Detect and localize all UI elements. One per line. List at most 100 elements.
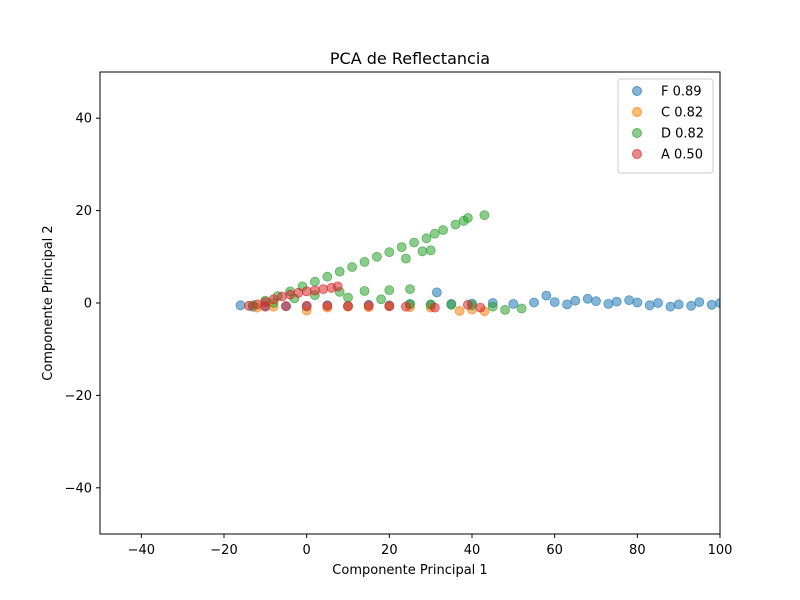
legend-label: D 0.82	[661, 127, 704, 142]
x-tick-label: −40	[128, 543, 155, 558]
data-point	[281, 301, 291, 312]
legend-marker	[632, 107, 642, 117]
x-tick-label: 100	[708, 543, 733, 558]
y-tick-label: 40	[75, 112, 92, 127]
data-point	[343, 301, 353, 312]
data-point	[293, 287, 304, 298]
data-point	[715, 298, 720, 308]
data-point	[409, 237, 420, 248]
legend: F 0.89 C 0.82 D 0.82 A 0.50	[617, 78, 714, 174]
data-point	[384, 301, 395, 312]
legend-marker	[632, 86, 642, 96]
data-point	[475, 302, 486, 313]
data-point	[462, 213, 473, 223]
legend-label: C 0.82	[661, 106, 703, 121]
data-point	[405, 284, 415, 295]
data-point	[322, 271, 333, 282]
data-point	[400, 301, 411, 312]
data-point	[549, 297, 560, 308]
data-point	[603, 298, 614, 309]
data-point	[529, 297, 539, 308]
legend-label: A 0.50	[661, 148, 703, 163]
data-point	[479, 210, 490, 221]
data-point	[396, 242, 407, 253]
y-tick-label: 20	[75, 204, 92, 219]
data-point	[694, 297, 705, 308]
x-tick-label: 60	[546, 543, 563, 558]
y-axis-label: Componente Principal 2	[41, 225, 56, 380]
legend-marker	[632, 149, 642, 159]
data-point	[400, 253, 411, 264]
data-point	[582, 293, 593, 304]
data-point	[318, 284, 329, 295]
data-point	[706, 299, 717, 310]
data-point	[653, 298, 663, 308]
data-point	[446, 299, 457, 310]
data-point	[487, 301, 498, 312]
data-point	[425, 245, 436, 256]
data-point	[309, 276, 320, 287]
data-point	[431, 287, 442, 298]
data-point	[235, 300, 246, 311]
ticks-layer: −40 −20 0 20 40 60 80 100 −40 −20 0 20 40	[65, 112, 733, 558]
data-point	[462, 299, 473, 310]
data-point	[644, 300, 655, 311]
data-point	[376, 294, 387, 305]
y-tick-label: 0	[84, 297, 92, 312]
data-point	[243, 300, 254, 311]
data-point	[359, 256, 370, 267]
data-point	[591, 296, 601, 307]
data-point	[624, 295, 634, 306]
data-point	[334, 266, 345, 277]
data-point	[363, 300, 374, 311]
data-point	[611, 296, 622, 307]
data-point	[260, 301, 271, 312]
data-point	[252, 299, 263, 310]
data-point	[301, 286, 312, 297]
data-point	[359, 286, 370, 296]
legend-marker	[632, 128, 642, 138]
x-tick-label: 80	[629, 543, 646, 558]
data-point	[285, 289, 296, 300]
data-point	[508, 298, 519, 309]
x-tick-label: −20	[210, 543, 237, 558]
data-point	[500, 304, 511, 315]
data-point	[673, 299, 684, 310]
x-tick-label: 20	[381, 543, 398, 558]
x-tick-label: 0	[303, 543, 311, 558]
data-point	[384, 247, 395, 258]
data-point	[417, 246, 428, 257]
chart-title: PCA de Reflectancia	[330, 49, 490, 68]
data-point	[332, 281, 343, 292]
data-point	[562, 299, 572, 310]
data-point	[421, 233, 432, 244]
series-3	[243, 281, 486, 313]
data-point	[429, 302, 440, 313]
data-point	[301, 300, 312, 311]
data-point	[632, 297, 643, 308]
data-point	[429, 228, 440, 239]
data-point	[665, 301, 676, 312]
data-point	[454, 305, 465, 316]
data-point	[570, 295, 581, 306]
data-point	[347, 262, 358, 272]
data-point	[450, 219, 461, 230]
data-point	[438, 225, 449, 235]
y-tick-label: −40	[65, 481, 92, 496]
data-point	[686, 300, 696, 311]
data-point	[322, 300, 333, 311]
data-point	[343, 292, 353, 303]
data-point	[268, 294, 279, 305]
data-point	[309, 285, 320, 296]
data-point	[516, 303, 527, 314]
data-point	[384, 285, 395, 296]
data-point	[371, 251, 382, 262]
points-layer	[235, 210, 720, 317]
data-point	[541, 290, 552, 301]
data-point	[276, 291, 287, 302]
legend-box	[617, 78, 714, 174]
x-tick-label: 40	[464, 543, 481, 558]
x-axis-label: Componente Principal 1	[332, 563, 487, 578]
y-tick-label: −20	[65, 389, 92, 404]
